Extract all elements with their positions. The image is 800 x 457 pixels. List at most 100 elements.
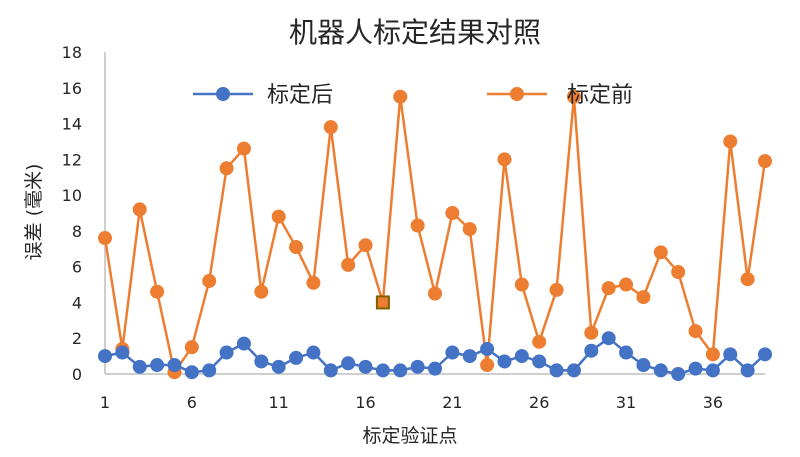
data-point [236,336,251,351]
data-point [601,281,616,296]
data-point [428,361,442,376]
data-point [462,222,477,237]
legend-label: 标定后 [267,83,333,108]
data-point [375,363,390,378]
data-point [219,345,234,360]
data-point [445,345,460,360]
data-point [740,363,755,378]
data-point [653,363,668,378]
data-point [688,324,703,339]
data-point [323,363,338,378]
legend: 标定后 标定前 [193,83,633,108]
data-point [566,89,581,104]
data-point [705,347,720,362]
y-tick-label: 18 [62,43,82,62]
x-tick-label: 31 [616,393,636,412]
x-tick-label: 16 [355,393,375,412]
data-point [497,152,512,167]
data-point [289,350,304,365]
legend-label: 标定前 [567,83,633,108]
data-point [601,331,616,346]
y-tick-label: 10 [62,186,82,205]
x-tick-label: 6 [187,393,197,412]
data-point [184,365,199,380]
x-axis-title: 标定验证点 [362,425,457,447]
data-point [480,358,495,373]
data-point [758,347,772,362]
data-point [566,363,581,378]
data-point [184,340,199,355]
y-tick-label: 16 [62,79,82,98]
data-point [150,358,165,373]
data-point [132,202,147,217]
data-point [236,141,251,156]
data-point [584,325,599,340]
data-point [410,218,425,233]
data-point [271,209,286,224]
y-tick-label: 12 [62,150,82,169]
data-point [150,284,165,299]
y-tick-label: 0 [72,365,82,384]
data-point [653,245,668,260]
data-point [115,345,130,360]
data-point [254,354,269,369]
x-tick-label: 1 [100,393,110,412]
data-point [480,341,495,356]
x-tick-label: 11 [269,393,289,412]
data-point [740,272,755,287]
data-point [393,363,408,378]
data-point [323,120,338,135]
data-point [358,238,373,253]
data-point [445,206,460,220]
legend-marker [510,87,524,101]
series-line [103,95,767,374]
y-tick-label: 8 [72,222,82,241]
data-point [98,349,112,364]
data-point [671,367,686,381]
x-tick-label: 21 [442,393,462,412]
data-point [98,231,112,246]
data-point [358,359,373,374]
legend-marker [216,87,230,101]
y-tick-label: 2 [72,329,82,348]
data-point [219,161,234,176]
y-tick-label: 14 [62,115,82,134]
data-point [289,239,304,254]
x-tick-label: 26 [529,393,549,412]
data-point [202,363,217,378]
data-point [619,277,634,292]
y-tick-labels: 0 2 4 6 8 10 12 14 16 18 [62,43,82,384]
data-point [549,363,564,378]
data-point [254,284,269,299]
data-point [532,354,547,369]
data-point [688,361,703,376]
data-point [306,345,321,360]
data-point [341,356,356,371]
y-axis-title: 误差 (毫米) [23,164,45,261]
data-point [306,275,321,290]
data-point [514,349,529,364]
data-point [202,273,217,288]
data-point [497,354,512,369]
y-tick-label: 6 [72,258,82,277]
series-after [98,331,772,381]
x-tick-labels: 1 6 11 16 21 26 31 36 [100,393,723,412]
data-point [532,334,547,349]
chart-title: 机器人标定结果对照 [289,16,541,49]
data-point [619,345,634,360]
data-point [723,347,738,362]
x-tick-label: 36 [703,393,723,412]
data-point [462,349,477,364]
highlight-marker [375,295,390,310]
y-tick-label: 4 [72,293,82,312]
data-point [514,277,529,292]
data-point [723,134,738,149]
data-point [636,290,651,305]
series-before [98,89,772,380]
plot-area [98,89,772,381]
data-point [375,295,390,310]
data-point [271,359,286,374]
data-point [393,89,408,104]
